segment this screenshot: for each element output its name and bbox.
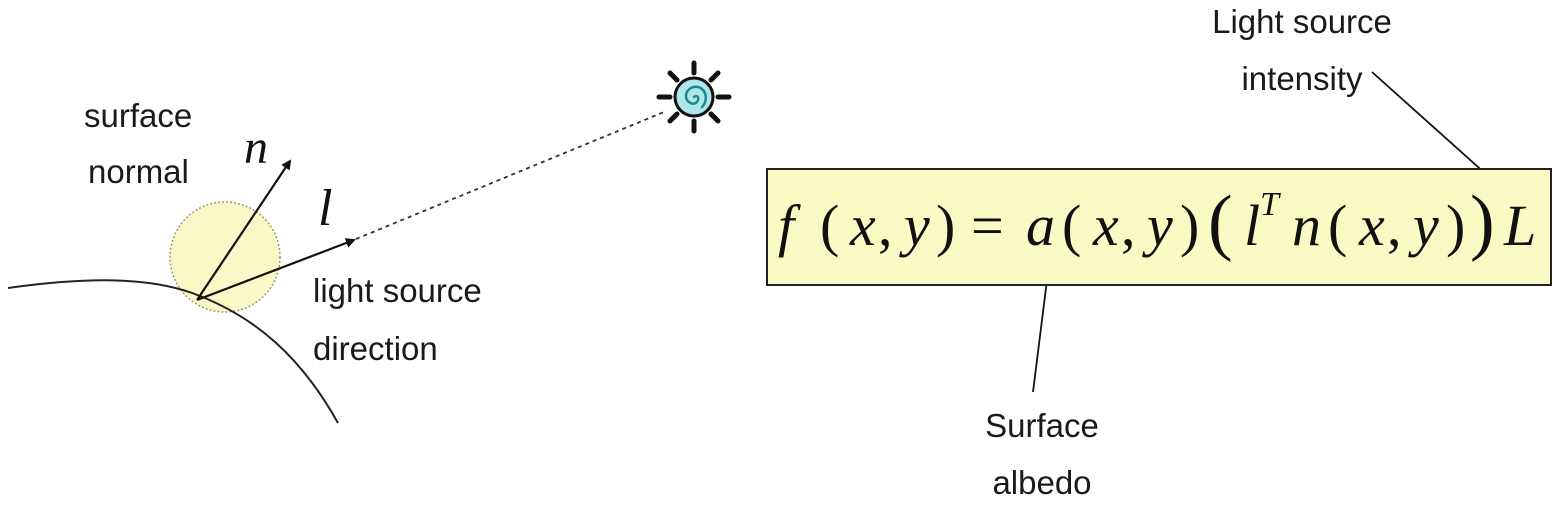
formula-equals: = (971, 193, 1004, 258)
light-direction-line-1: light source (313, 272, 482, 309)
formula-big-paren-open: ( (1208, 181, 1233, 263)
formula-paren-5: ( (1328, 193, 1348, 258)
formula-comma-3: , (1387, 193, 1402, 258)
shading-formula: f ( x , y ) = a ( x , y ) ( l T n ( x , … (766, 168, 1552, 286)
light-direction-arrow (196, 238, 356, 302)
formula-a: a (1026, 193, 1055, 258)
formula-y-1: y (904, 193, 930, 258)
surface-normal-line-2: normal (88, 153, 189, 190)
light-direction-line-2: direction (313, 330, 438, 367)
formula-paren-1: ( (820, 193, 840, 258)
shading-diagram (7, 60, 1499, 424)
surface-albedo-label: Surface albedo (922, 397, 1162, 511)
surface-normal-label-line-2: normal (88, 143, 189, 200)
formula-y-3: y (1413, 193, 1439, 258)
albedo-pointer-arrow (1032, 270, 1052, 393)
surface-normal-line-1: surface (84, 97, 193, 134)
formula-paren-2: ) (936, 193, 956, 258)
normal-arrow (196, 159, 292, 301)
intensity-pointer-arrow (1371, 71, 1499, 186)
surface-albedo-line-2: albedo (992, 464, 1092, 501)
light-ray-dotted (355, 111, 665, 240)
surface-albedo-line-1: Surface (985, 407, 1099, 444)
light-direction-label-line-1: light source (313, 262, 482, 319)
formula-paren-4: ) (1180, 193, 1200, 258)
light-intensity-line-2: intensity (1241, 60, 1363, 97)
formula-paren-3: ( (1062, 193, 1082, 258)
normal-symbol: n (244, 121, 268, 174)
formula-x-3: x (1359, 193, 1385, 258)
formula-big-paren-close: ) (1470, 181, 1495, 263)
formula-L: L (1504, 193, 1537, 258)
formula-comma-1: , (878, 193, 893, 258)
formula-l: l (1244, 193, 1261, 258)
formula-paren-6: ) (1446, 193, 1466, 258)
formula-n: n (1292, 193, 1321, 258)
formula-f: f (778, 193, 795, 258)
sun-icon (656, 60, 732, 134)
light-direction-label-line-2: direction (313, 320, 438, 377)
formula-y-2: y (1147, 193, 1173, 258)
formula-transpose: T (1260, 186, 1279, 223)
surface-normal-label: surface (84, 87, 192, 144)
light-symbol: l (318, 180, 333, 237)
formula-x-2: x (1093, 193, 1119, 258)
light-intensity-label: Light source intensity (1182, 0, 1422, 107)
formula-comma-2: , (1121, 193, 1136, 258)
surface-curve (7, 279, 339, 424)
light-intensity-line-1: Light source (1212, 3, 1392, 40)
formula-x-1: x (850, 193, 876, 258)
